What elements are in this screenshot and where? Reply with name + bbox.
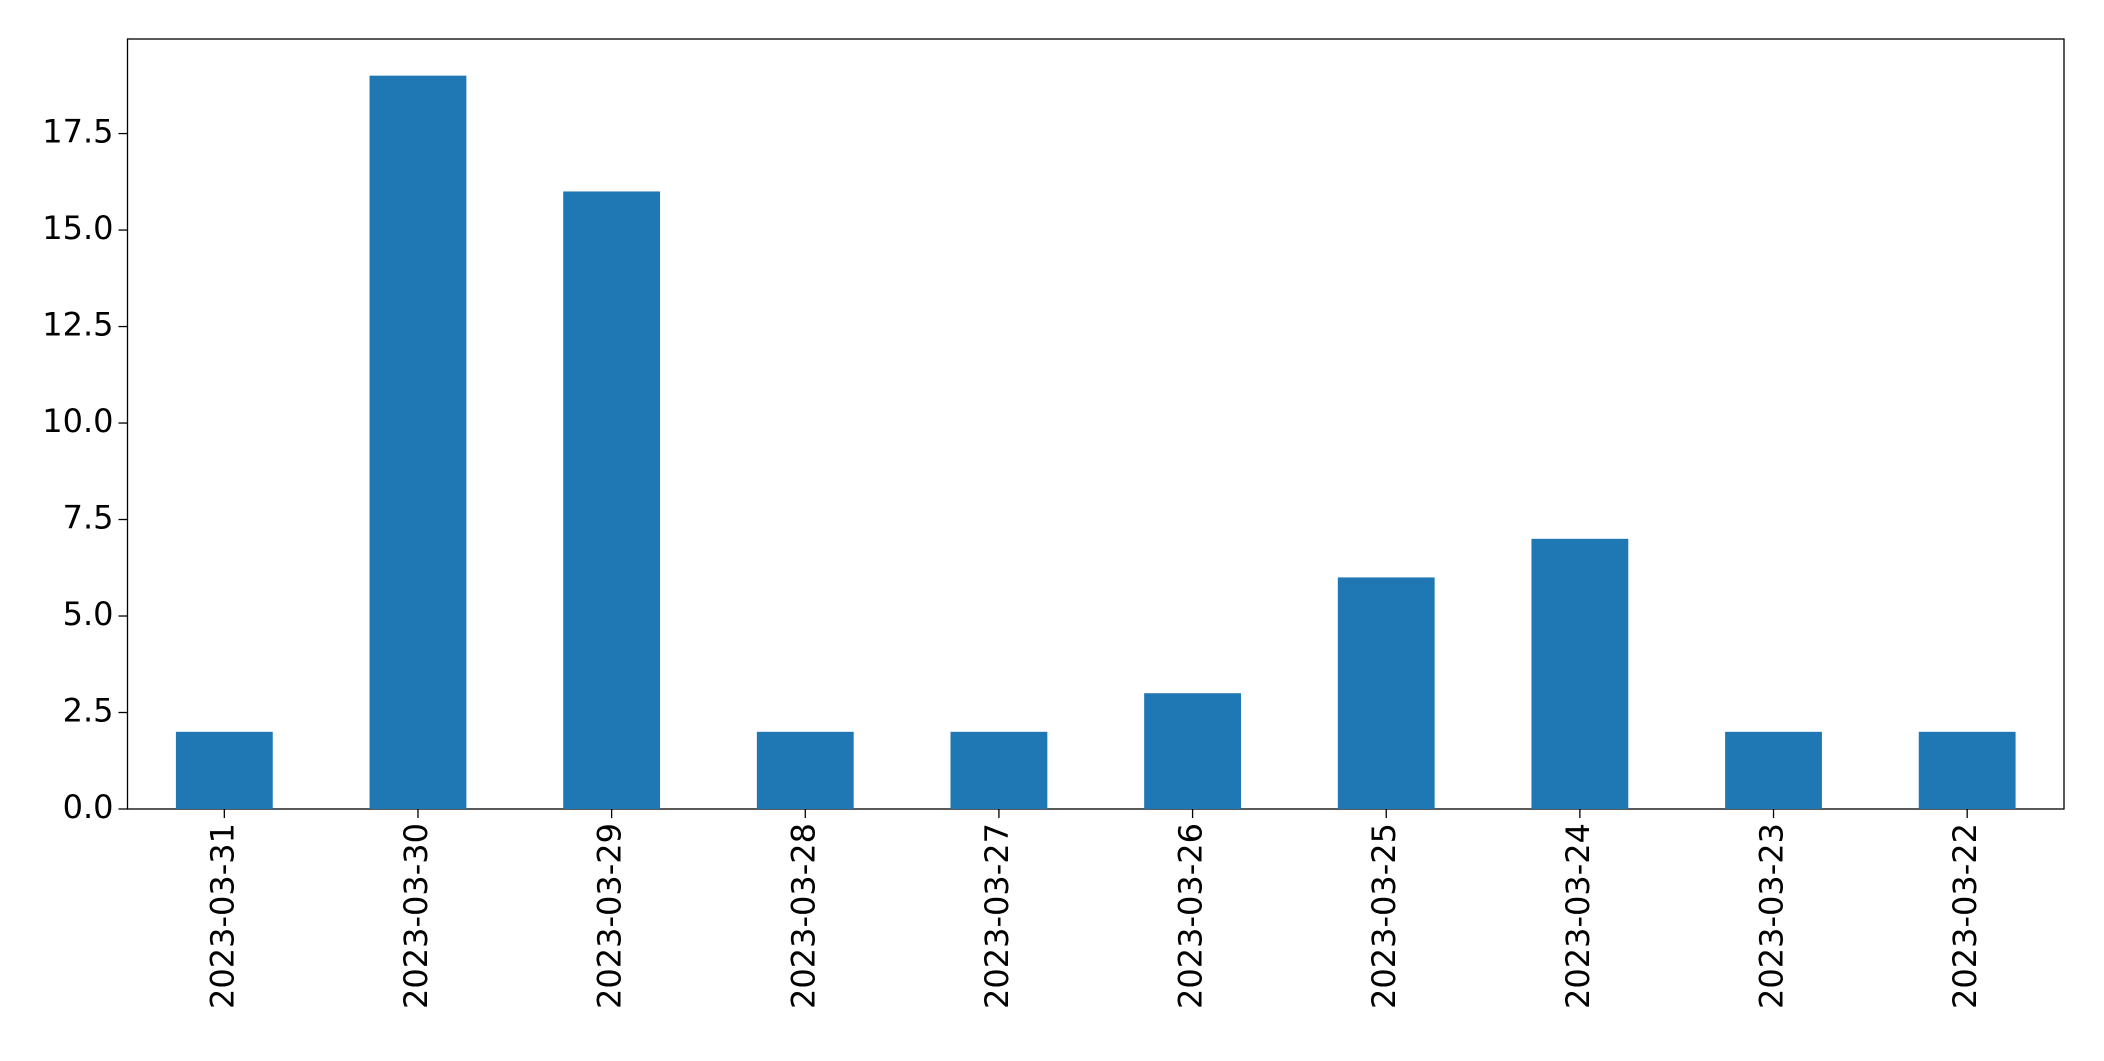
y-tick-label: 17.5: [42, 113, 113, 151]
x-tick-label: 2023-03-26: [1172, 823, 1210, 1009]
bar: [563, 191, 661, 809]
y-tick-label: 0.0: [63, 788, 114, 826]
bar: [950, 731, 1048, 809]
x-tick-label: 2023-03-24: [1559, 823, 1597, 1009]
y-tick-label: 2.5: [63, 692, 114, 730]
x-tick-label: 2023-03-27: [978, 823, 1016, 1009]
x-tick-label: 2023-03-25: [1365, 823, 1403, 1009]
bar: [175, 731, 273, 809]
bar: [1337, 577, 1435, 809]
y-tick-label: 15.0: [42, 209, 113, 247]
x-tick-label: 2023-03-22: [1946, 823, 1984, 1009]
x-tick-label: 2023-03-30: [397, 823, 435, 1009]
y-tick-label: 10.0: [42, 402, 113, 440]
x-tick-label: 2023-03-29: [591, 823, 629, 1009]
bar: [1918, 731, 2016, 809]
x-tick-label: 2023-03-28: [784, 823, 822, 1009]
x-tick-label: 2023-03-31: [203, 823, 241, 1009]
bar: [1144, 693, 1241, 809]
bar: [369, 75, 467, 809]
y-tick-label: 7.5: [63, 499, 114, 537]
y-tick-label: 5.0: [63, 595, 114, 633]
x-tick-label: 2023-03-23: [1753, 823, 1791, 1009]
axes-frame: [126, 38, 2065, 810]
bar: [756, 731, 854, 809]
y-tick-label: 12.5: [42, 306, 113, 344]
bar: [1531, 538, 1629, 809]
bar: [1725, 731, 1822, 809]
